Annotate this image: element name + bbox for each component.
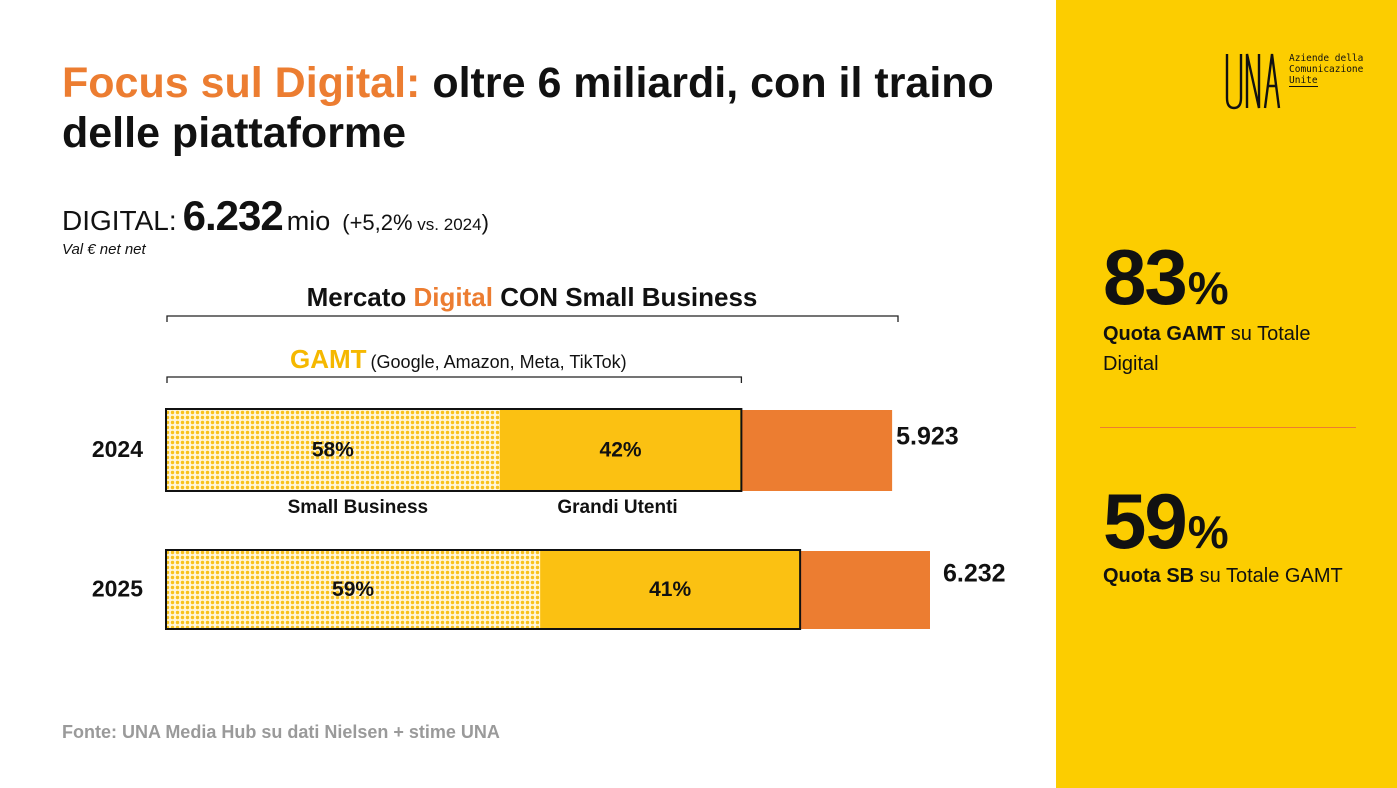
logo-line-2: Comunicazione bbox=[1289, 64, 1364, 75]
market-bracket bbox=[166, 315, 899, 322]
legend-label-grandi-utenti: Grandi Utenti bbox=[557, 497, 677, 518]
kpi-sb-text: su Totale GAMT bbox=[1194, 565, 1343, 587]
bar-segment-small-business-2025 bbox=[166, 550, 541, 629]
kpi-gamt-share-label: Quota GAMT su Totale Digital bbox=[1103, 319, 1363, 379]
sidebar-divider bbox=[1100, 427, 1356, 428]
data-label-small-business-2025: 59% bbox=[332, 578, 374, 601]
page-title: Focus sul Digital: oltre 6 miliardi, con… bbox=[62, 58, 1052, 158]
digital-change-main: (+5,2% bbox=[342, 210, 413, 235]
market-label: Mercato Digital CON Small Business bbox=[166, 282, 898, 313]
digital-change-small: vs. 2024 bbox=[412, 215, 482, 234]
bar-segment-altro-2025 bbox=[800, 551, 930, 629]
digital-value: 6.232 bbox=[182, 192, 284, 239]
data-label-grandi-utenti-2025: 41% bbox=[649, 578, 691, 601]
stacked-bar-chart: 58% 42% 2024 5.923 Small Business Grandi Uten… bbox=[92, 315, 1006, 630]
market-label-post: CON Small Business bbox=[492, 282, 758, 312]
data-label-grandi-utenti-2024: 42% bbox=[600, 439, 642, 462]
bar-segment-grandi-utenti-2024 bbox=[499, 409, 742, 491]
kpi-gamt-share-value: 83% bbox=[1103, 238, 1229, 316]
kpi-sb-share-label: Quota SB su Totale GAMT bbox=[1103, 561, 1393, 591]
legend-label-small-business: Small Business bbox=[288, 497, 428, 518]
kpi-gamt-number: 83 bbox=[1103, 233, 1188, 321]
gamt-label-sub: (Google, Amazon, Meta, TikTok) bbox=[370, 352, 627, 372]
bar-segment-grandi-utenti-2025 bbox=[540, 550, 801, 629]
digital-change-close: ) bbox=[481, 210, 489, 235]
digital-change: (+5,2% vs. 2024) bbox=[342, 210, 489, 235]
gamt-bracket bbox=[166, 376, 743, 383]
logo-line-1: Aziende della bbox=[1289, 53, 1364, 64]
una-logo-letters bbox=[1225, 53, 1281, 110]
market-label-highlight: Digital bbox=[413, 282, 493, 312]
title-rest: oltre 6 miliardi, con il traino delle pi… bbox=[62, 59, 994, 157]
kpi-gamt-bold: Quota GAMT bbox=[1103, 323, 1226, 345]
data-label-small-business-2024: 58% bbox=[312, 439, 354, 462]
bar-gamt-outline-2024 bbox=[165, 408, 743, 492]
kpi-sidebar bbox=[1056, 0, 1397, 788]
category-label-2025: 2025 bbox=[92, 576, 143, 602]
category-label-2024: 2024 bbox=[92, 436, 143, 462]
gamt-label-name: GAMT bbox=[290, 344, 367, 374]
value-note: Val € net net bbox=[62, 241, 146, 258]
digital-label: DIGITAL: bbox=[62, 205, 177, 236]
market-label-pre: Mercato bbox=[306, 282, 414, 312]
total-label-2024: 5.923 bbox=[896, 423, 959, 451]
kpi-sb-percent: % bbox=[1187, 506, 1229, 558]
total-label-2025: 6.232 bbox=[943, 560, 1006, 588]
logo-text: Aziende della Comunicazione Unite bbox=[1289, 53, 1363, 87]
logo-line-3: Unite bbox=[1289, 75, 1318, 87]
digital-total: DIGITAL: 6.232 mio (+5,2% vs. 2024) bbox=[62, 192, 489, 240]
kpi-gamt-percent: % bbox=[1187, 262, 1229, 314]
bar-segment-altro-2024 bbox=[741, 410, 893, 491]
source-note: Fonte: UNA Media Hub su dati Nielsen + s… bbox=[62, 722, 500, 742]
kpi-gamt-text: su Totale Digital bbox=[1103, 323, 1311, 375]
kpi-sb-number: 59 bbox=[1103, 477, 1188, 565]
bar-segment-small-business-2024 bbox=[166, 409, 500, 491]
gamt-label: GAMT (Google, Amazon, Meta, TikTok) bbox=[290, 344, 627, 375]
title-accent: Focus sul Digital: bbox=[62, 59, 421, 107]
kpi-sb-share-value: 59% bbox=[1103, 482, 1229, 560]
bar-gamt-outline-2025 bbox=[165, 549, 802, 630]
kpi-sb-bold: Quota SB bbox=[1103, 565, 1195, 587]
una-logo bbox=[1225, 53, 1281, 110]
digital-unit: mio bbox=[286, 206, 331, 236]
